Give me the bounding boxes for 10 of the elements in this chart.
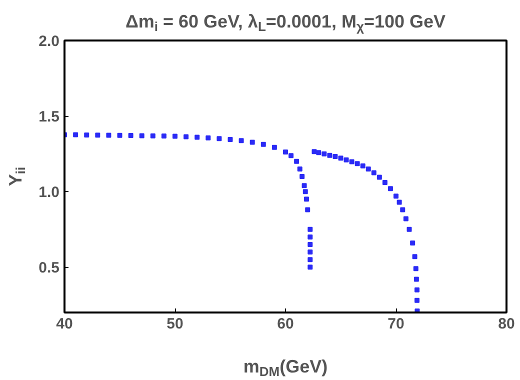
x-tick-label: 80 xyxy=(498,316,515,332)
y-tick-label: 1.0 xyxy=(38,184,60,202)
x-tick-label: 50 xyxy=(166,316,184,332)
y-axis-title: Yii xyxy=(6,166,28,186)
x-tick-label: 40 xyxy=(56,316,73,332)
y-tick-label: 2.0 xyxy=(38,33,60,50)
y-tick-label: 1.5 xyxy=(38,108,60,126)
y-tick-label: 0.5 xyxy=(38,260,60,277)
x-tick-label: 60 xyxy=(277,316,294,332)
x-tick-label: 70 xyxy=(388,316,404,332)
